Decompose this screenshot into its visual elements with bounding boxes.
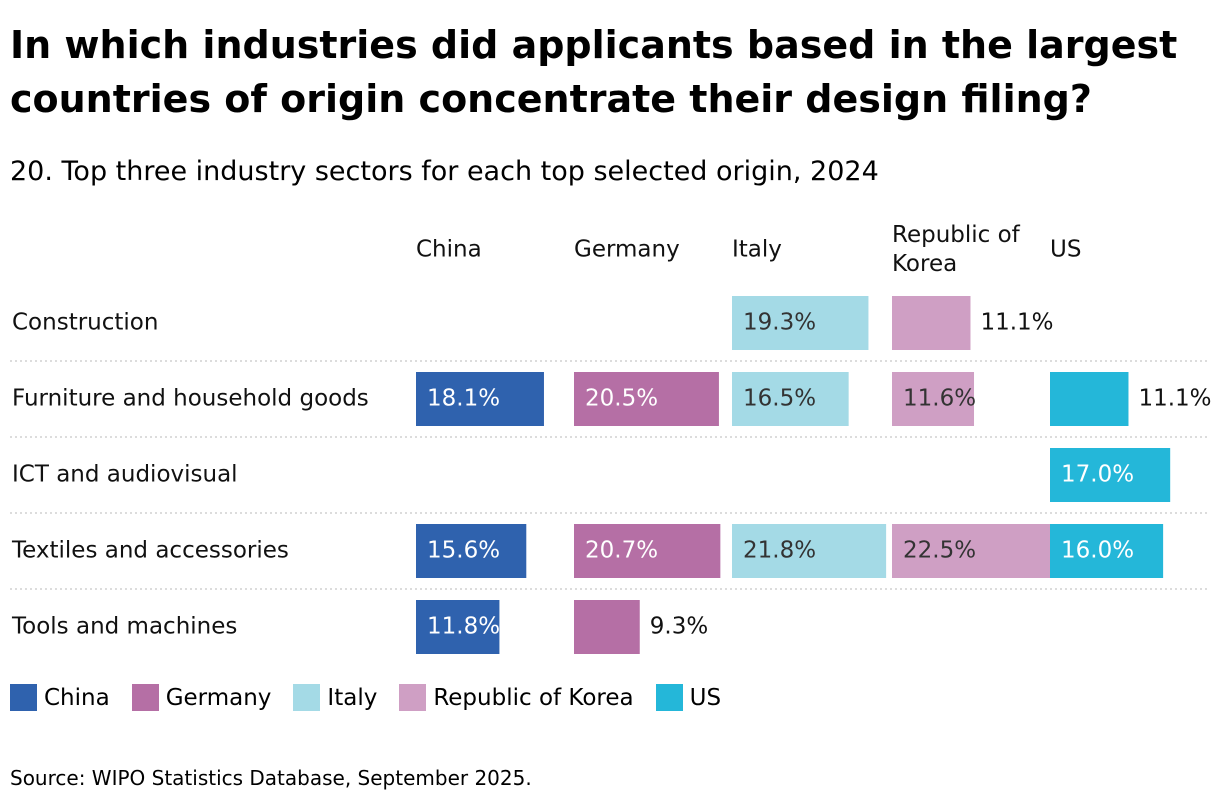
data-label-italy-textiles-and-accessories: 21.8%	[743, 538, 816, 564]
category-label-construction: Construction	[12, 310, 158, 336]
bar-germany-textiles-and-accessories	[574, 524, 721, 578]
small-multiples-bar-chart: China Germany Italy Republic of Korea US Const…	[10, 222, 1212, 654]
category-label-tools-and-machines: Tools and machines	[11, 614, 237, 640]
data-label-republic-of-korea-construction: 11.1%	[980, 310, 1053, 336]
data-label-us-furniture-and-household-goods: 11.1%	[1138, 386, 1211, 412]
column-header-republic-of-korea-line-2: Korea	[892, 251, 957, 277]
legend: China Germany Italy Republic of Korea US	[10, 684, 743, 711]
bar-republic-of-korea-construction	[892, 296, 971, 350]
legend-swatch-italy	[293, 684, 321, 711]
bar-italy-construction	[732, 296, 869, 350]
legend-item-italy: Italy	[293, 684, 377, 711]
chart-subtitle: 20. Top three industry sectors for each …	[10, 156, 879, 187]
data-label-italy-construction: 19.3%	[743, 310, 816, 336]
data-label-germany-textiles-and-accessories: 20.7%	[585, 538, 658, 564]
data-label-us-textiles-and-accessories: 16.0%	[1061, 538, 1134, 564]
legend-swatch-us	[655, 684, 683, 711]
legend-label-italy: Italy	[327, 684, 378, 711]
data-label-germany-tools-and-machines: 9.3%	[650, 614, 708, 640]
legend-label-germany: Germany	[165, 684, 272, 711]
bar-germany-furniture-and-household-goods	[574, 372, 719, 426]
source-note: Source: WIPO Statistics Database, Septem…	[10, 766, 532, 790]
data-label-republic-of-korea-textiles-and-accessories: 22.5%	[903, 538, 976, 564]
bar-china-tools-and-machines	[416, 600, 500, 654]
bar-republic-of-korea-textiles-and-accessories	[892, 524, 1052, 578]
legend-swatch-germany	[131, 684, 159, 711]
category-label-furniture-and-household-goods: Furniture and household goods	[12, 386, 369, 412]
bar-italy-furniture-and-household-goods	[732, 372, 849, 426]
legend-swatch-republic-of-korea	[399, 684, 427, 711]
legend-item-china: China	[10, 684, 110, 711]
data-label-china-furniture-and-household-goods: 18.1%	[427, 386, 500, 412]
chart-title: In which industries did applicants based…	[10, 23, 1178, 121]
bar-us-furniture-and-household-goods	[1050, 372, 1129, 426]
bar-germany-tools-and-machines	[574, 600, 640, 654]
bar-us-ict-and-audiovisual	[1050, 448, 1171, 502]
legend-item-us: US	[655, 684, 722, 711]
category-label-textiles-and-accessories: Textiles and accessories	[11, 538, 289, 564]
data-label-china-textiles-and-accessories: 15.6%	[427, 538, 500, 564]
data-label-china-tools-and-machines: 11.8%	[427, 614, 500, 640]
legend-label-china: China	[44, 684, 110, 711]
bar-us-textiles-and-accessories	[1050, 524, 1164, 578]
data-label-germany-furniture-and-household-goods: 20.5%	[585, 386, 658, 412]
data-label-italy-furniture-and-household-goods: 16.5%	[743, 386, 816, 412]
bar-italy-textiles-and-accessories	[732, 524, 887, 578]
legend-label-republic-of-korea: Republic of Korea	[433, 684, 634, 711]
bar-republic-of-korea-furniture-and-household-goods	[892, 372, 975, 426]
data-label-republic-of-korea-furniture-and-household-goods: 11.6%	[903, 386, 976, 412]
data-label-us-ict-and-audiovisual: 17.0%	[1061, 462, 1134, 488]
category-label-ict-and-audiovisual: ICT and audiovisual	[12, 462, 238, 488]
legend-swatch-china	[10, 684, 37, 711]
legend-label-us: US	[689, 684, 722, 711]
bar-china-furniture-and-household-goods	[416, 372, 544, 426]
column-header-italy: Italy	[732, 237, 782, 263]
legend-item-germany: Germany	[131, 684, 272, 711]
column-header-us: US	[1050, 237, 1081, 263]
bar-china-textiles-and-accessories	[416, 524, 527, 578]
column-header-republic-of-korea-line-1: Republic of	[892, 222, 1021, 248]
legend-item-republic-of-korea: Republic of Korea	[399, 684, 634, 711]
column-header-china: China	[416, 237, 482, 263]
column-header-germany: Germany	[574, 237, 680, 263]
